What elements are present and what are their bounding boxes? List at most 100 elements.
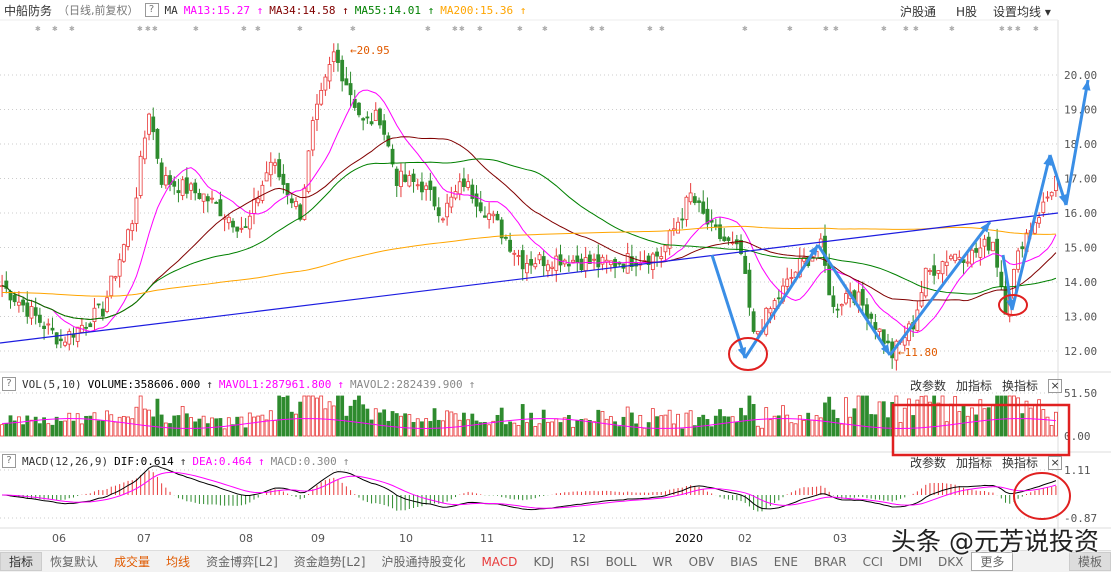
volume-value: VOLUME:358606.000	[87, 377, 201, 391]
tab-11[interactable]: WR	[652, 554, 673, 569]
tab-9[interactable]: RSI	[570, 554, 590, 569]
indicator-tick: 1.11	[1064, 464, 1091, 477]
ma-settings-dropdown[interactable]: 设置均线 ▾	[993, 5, 1051, 19]
volume-bar	[58, 420, 63, 437]
volume-bar	[155, 398, 160, 437]
volume-bar	[1033, 404, 1037, 437]
candle-body	[982, 238, 987, 247]
volume-bar	[545, 421, 550, 437]
volume-bar	[789, 422, 794, 437]
period-label: （日线,前复权）	[58, 4, 139, 17]
candle-body	[348, 83, 353, 96]
candle-body	[953, 253, 958, 262]
candle-body	[205, 196, 210, 202]
volume-bar	[986, 407, 991, 437]
candle-body	[550, 266, 554, 269]
candle-body	[625, 253, 630, 274]
candle-body	[596, 254, 601, 268]
event-marker: ✱	[913, 24, 919, 34]
volume-ops: 改参数 加指标 换指标 ×	[910, 377, 1063, 394]
volume-bar	[415, 418, 420, 437]
volume-bar	[163, 422, 168, 437]
tab-1[interactable]: 恢复默认	[50, 555, 99, 569]
switch-indicator-button[interactable]: 换指标	[1002, 379, 1039, 393]
candle-body	[504, 236, 508, 239]
volume-header: ? VOL(5,10) VOLUME:358606.000 ↑ MAVOL1:28…	[2, 377, 475, 391]
close-icon[interactable]: ×	[1048, 455, 1063, 470]
volume-bar	[75, 413, 80, 437]
event-marker: ✱	[145, 24, 151, 34]
candle-body	[16, 301, 21, 306]
help-button[interactable]: ?	[144, 3, 159, 17]
add-indicator-button[interactable]: 加指标	[956, 379, 993, 393]
candle-body	[692, 196, 697, 204]
add-indicator-button[interactable]: 加指标	[956, 456, 993, 470]
tab-8[interactable]: KDJ	[533, 554, 555, 569]
tab-3[interactable]: 均线	[166, 555, 191, 569]
candle-body	[71, 334, 76, 338]
event-marker: ✱	[1033, 24, 1039, 34]
candle-body	[369, 121, 374, 125]
volume-bar	[886, 417, 890, 437]
tab-16[interactable]: CCI	[862, 554, 883, 569]
candle-body	[587, 254, 592, 264]
price-tick: 20.00	[1064, 69, 1097, 82]
h-share-button[interactable]: H股	[956, 5, 978, 19]
tab-17[interactable]: DMI	[898, 554, 922, 569]
volume-bar	[713, 415, 718, 437]
tab-4[interactable]: 资金博弈[L2]	[206, 555, 278, 569]
volume-bar	[877, 401, 882, 437]
candle-body	[802, 257, 806, 262]
tab-18[interactable]: DKX	[938, 554, 964, 569]
volume-bar	[902, 407, 907, 437]
volume-bar	[991, 405, 995, 437]
volume-bar	[961, 405, 966, 437]
volume-bar	[16, 416, 21, 437]
price-chart[interactable]: 20.0019.0018.0017.0016.0015.0014.0013.00…	[0, 0, 1111, 550]
macd-help-button[interactable]: ?	[2, 454, 16, 468]
arrow-head	[980, 222, 990, 233]
edit-params-button[interactable]: 改参数	[910, 456, 947, 470]
tab-19[interactable]: 更多	[971, 552, 1014, 571]
candle-body	[995, 238, 1000, 268]
switch-indicator-button[interactable]: 换指标	[1002, 456, 1039, 470]
tab-14[interactable]: ENE	[773, 554, 798, 569]
volume-bar	[172, 415, 177, 437]
month-label: 02	[738, 532, 752, 545]
hk-connect-button[interactable]: 沪股通	[900, 5, 937, 19]
volume-bar	[25, 415, 30, 437]
volume-bar	[965, 415, 970, 437]
volume-bar	[739, 407, 743, 437]
volume-bar	[646, 422, 651, 437]
tab-0[interactable]: 指标	[0, 552, 43, 571]
blue-arrow	[816, 244, 892, 356]
tab-7[interactable]: MACD	[481, 554, 518, 569]
red-circle	[728, 337, 768, 371]
tab-5[interactable]: 资金趋势[L2]	[293, 555, 366, 569]
tab-2[interactable]: 成交量	[114, 555, 151, 569]
close-icon[interactable]: ×	[1048, 378, 1063, 393]
tab-15[interactable]: BRAR	[813, 554, 847, 569]
volume-help-button[interactable]: ?	[2, 377, 16, 391]
candle-body	[390, 148, 395, 165]
candle-body	[499, 219, 504, 239]
event-marker: ✱	[903, 24, 909, 34]
volume-bar	[147, 409, 151, 437]
tab-10[interactable]: BOLL	[605, 554, 637, 569]
volume-bar	[923, 395, 928, 437]
tab-13[interactable]: BIAS	[730, 554, 758, 569]
volume-bar	[310, 395, 315, 437]
candle-body	[860, 289, 865, 306]
volume-bar	[247, 412, 252, 437]
volume-bar	[71, 420, 76, 437]
tab-12[interactable]: OBV	[688, 554, 715, 569]
candle-body	[1049, 191, 1054, 197]
candle-body	[886, 340, 890, 344]
volume-bar	[79, 423, 84, 437]
edit-params-button[interactable]: 改参数	[910, 379, 947, 393]
candle-body	[365, 116, 370, 119]
volume-bar	[138, 395, 143, 437]
tab-6[interactable]: 沪股通持股变化	[381, 555, 466, 569]
volume-bar	[121, 415, 126, 437]
tab-20[interactable]: 模板	[1068, 552, 1111, 571]
